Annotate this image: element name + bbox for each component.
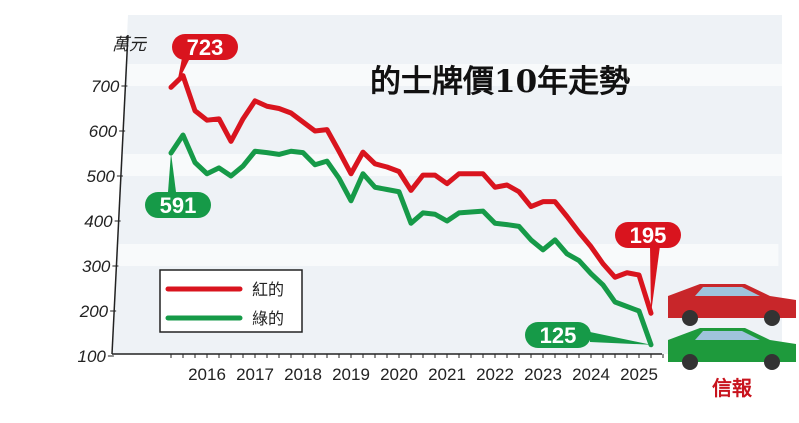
x-tick-label: 2022 (476, 365, 514, 384)
chart-title: 的士牌價10年走勢 (370, 64, 630, 100)
callout-badge (615, 222, 681, 248)
background-band (127, 64, 788, 86)
callout-label: 723 (187, 35, 224, 60)
x-tick-label: 2024 (572, 365, 610, 384)
background-band (118, 244, 779, 266)
x-tick-label: 2018 (284, 365, 322, 384)
callout-pointer (590, 332, 651, 345)
legend-label-green: 綠的 (252, 309, 284, 328)
x-tick-label: 2020 (380, 365, 418, 384)
x-tick-label: 2021 (428, 365, 466, 384)
x-tick-label: 2019 (332, 365, 370, 384)
callout-pointer (168, 153, 176, 192)
y-axis-unit: 萬元 (112, 35, 148, 54)
callout-label: 125 (540, 323, 577, 348)
legend: 紅的 綠的 (159, 269, 303, 333)
y-axis-line (111, 34, 129, 355)
x-tick-label: 2025 (620, 365, 658, 384)
source-logo: 信報 (712, 376, 753, 400)
x-tick-label: 2016 (188, 365, 226, 384)
callout-badge (145, 192, 211, 218)
y-tick-label: 500 (87, 167, 116, 186)
y-tick-label: 700 (91, 77, 120, 96)
x-tick-label: 2023 (524, 365, 562, 384)
green-car-icon (668, 328, 796, 370)
callout-label: 591 (160, 193, 197, 218)
y-tick-label: 100 (78, 347, 107, 366)
background-band (122, 154, 783, 176)
y-tick-label: 400 (84, 212, 113, 231)
callout-pointer (177, 58, 190, 84)
y-tick-label: 200 (79, 302, 109, 321)
legend-label-red: 紅的 (252, 280, 284, 299)
x-tick-label: 2017 (236, 365, 274, 384)
callout-badge (172, 34, 238, 60)
y-tick-label: 600 (89, 122, 118, 141)
callout-label: 195 (630, 223, 667, 248)
red-car-icon (668, 284, 796, 326)
y-tick-label: 300 (82, 257, 111, 276)
callout-pointer (650, 246, 660, 314)
callout-badge (525, 322, 591, 348)
